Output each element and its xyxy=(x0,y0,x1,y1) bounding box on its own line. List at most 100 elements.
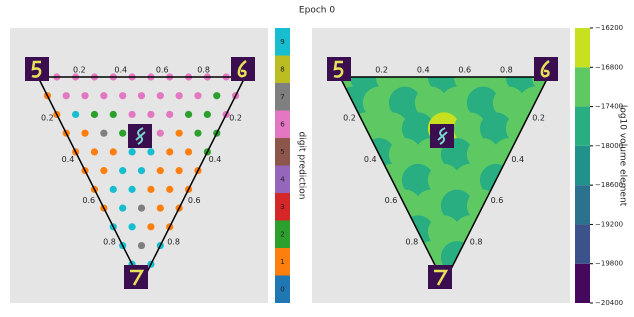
digit-thumbnails xyxy=(25,57,558,289)
left-tick-label: 0.4 xyxy=(62,155,75,164)
prediction-dot xyxy=(147,110,155,119)
top-tick-label: 0.6 xyxy=(458,66,471,75)
colorbar-category: 4 xyxy=(280,175,285,183)
colorbar-tick-label: −16800 xyxy=(595,63,623,71)
contour-cell xyxy=(401,77,435,94)
prediction-dot xyxy=(100,92,108,100)
prediction-dot xyxy=(166,148,174,156)
colorbar-band xyxy=(575,224,590,264)
top-tick-label: 0.2 xyxy=(375,66,388,75)
contour-cell xyxy=(401,112,435,145)
prediction-dot xyxy=(109,110,117,119)
prediction-dot xyxy=(72,110,80,119)
colorbar-swatch xyxy=(275,165,290,193)
colorbar-category: 8 xyxy=(280,65,284,73)
colorbar-category: 5 xyxy=(280,148,284,156)
colorbar-swatch xyxy=(275,193,290,221)
colorbar-swatch xyxy=(275,110,290,138)
prediction-dot xyxy=(194,92,202,100)
prediction-dot xyxy=(109,148,117,156)
right-tick-label: 0.6 xyxy=(491,196,504,205)
colorbar-swatch xyxy=(275,55,290,83)
prediction-dot xyxy=(156,129,164,137)
prediction-dot xyxy=(100,167,108,175)
prediction-dot xyxy=(175,167,183,175)
left-tick-label: 0.6 xyxy=(385,196,398,205)
colorbar-label: digit prediction xyxy=(297,132,307,200)
colorbar-swatch xyxy=(275,248,290,276)
colorbar-tick-label: −18000 xyxy=(595,142,623,150)
left-tick-label: 0.6 xyxy=(82,196,95,205)
top-tick-label: 0.4 xyxy=(417,66,430,75)
prediction-dot xyxy=(119,92,127,100)
top-tick-label: 0.8 xyxy=(197,66,210,75)
right-tick-label: 0.8 xyxy=(470,237,483,246)
top-tick-label: 0.6 xyxy=(156,66,169,75)
contour-cell xyxy=(427,77,461,94)
prediction-dot xyxy=(147,223,155,231)
prediction-dot xyxy=(137,241,146,250)
right-tick-label: 0.2 xyxy=(229,114,242,123)
contour-cell xyxy=(440,189,474,222)
prediction-dot xyxy=(128,223,136,231)
right-tick-label: 0.4 xyxy=(209,155,222,164)
right-tick-label: 0.8 xyxy=(167,237,180,246)
prediction-dot xyxy=(175,92,183,100)
colorbar-swatch xyxy=(275,28,290,56)
contour-cell xyxy=(401,163,435,197)
colorbar-swatch xyxy=(275,220,290,248)
contour-cell xyxy=(375,77,409,94)
prediction-dot xyxy=(194,129,202,137)
contour-cell xyxy=(531,77,548,94)
top-tick-label: 0.2 xyxy=(73,66,86,75)
colorbar-tick-label: −19200 xyxy=(595,220,623,228)
contour-cell xyxy=(340,77,357,94)
prediction-dot xyxy=(100,129,108,137)
colorbar-category: 6 xyxy=(280,120,285,128)
colorbar-band xyxy=(575,67,590,107)
prediction-dot xyxy=(156,204,164,212)
prediction-dot xyxy=(128,185,136,193)
prediction-dot xyxy=(147,185,155,193)
contour-cell xyxy=(453,112,487,145)
left-tick-label: 0.4 xyxy=(364,155,377,164)
contour-cell xyxy=(466,86,500,119)
prediction-dot xyxy=(184,148,193,156)
right-tick-label: 0.6 xyxy=(188,196,201,205)
prediction-dot xyxy=(166,185,174,193)
prediction-dot xyxy=(119,129,127,137)
contour-cell xyxy=(349,77,383,94)
right-tick-label: 0.4 xyxy=(511,155,524,164)
colorbar-label: log10 volume element xyxy=(618,105,628,207)
colorbar-tick-label: −17400 xyxy=(595,103,623,111)
prediction-dot xyxy=(109,185,117,193)
prediction-dot xyxy=(137,167,146,175)
colorbar-category: 9 xyxy=(280,38,284,46)
prediction-dot xyxy=(203,110,211,119)
colorbar-category: 1 xyxy=(280,258,284,266)
left-tick-label: 0.2 xyxy=(343,114,356,123)
prediction-dot xyxy=(213,92,221,100)
triangle-edge xyxy=(338,76,550,285)
colorbar-tick-label: −18600 xyxy=(595,181,623,189)
left-tick-label: 0.8 xyxy=(103,237,116,246)
prediction-dot xyxy=(166,110,174,119)
prediction-dot xyxy=(81,129,89,137)
contour-cell xyxy=(440,86,474,119)
prediction-dot xyxy=(119,204,127,212)
prediction-dot xyxy=(156,92,164,100)
left-tick-label: 0.2 xyxy=(41,114,54,123)
colorbar-category: 0 xyxy=(280,285,284,293)
prediction-dot xyxy=(90,110,99,119)
figure-title: Epoch 0 xyxy=(299,6,335,16)
contour-cell xyxy=(479,112,513,145)
prediction-dot xyxy=(81,92,89,100)
prediction-dot xyxy=(156,167,164,175)
prediction-dot xyxy=(137,92,146,100)
colorbar-band xyxy=(575,263,590,303)
prediction-dot xyxy=(119,167,127,175)
prediction-dot xyxy=(137,204,146,212)
colorbar-band xyxy=(575,145,590,186)
